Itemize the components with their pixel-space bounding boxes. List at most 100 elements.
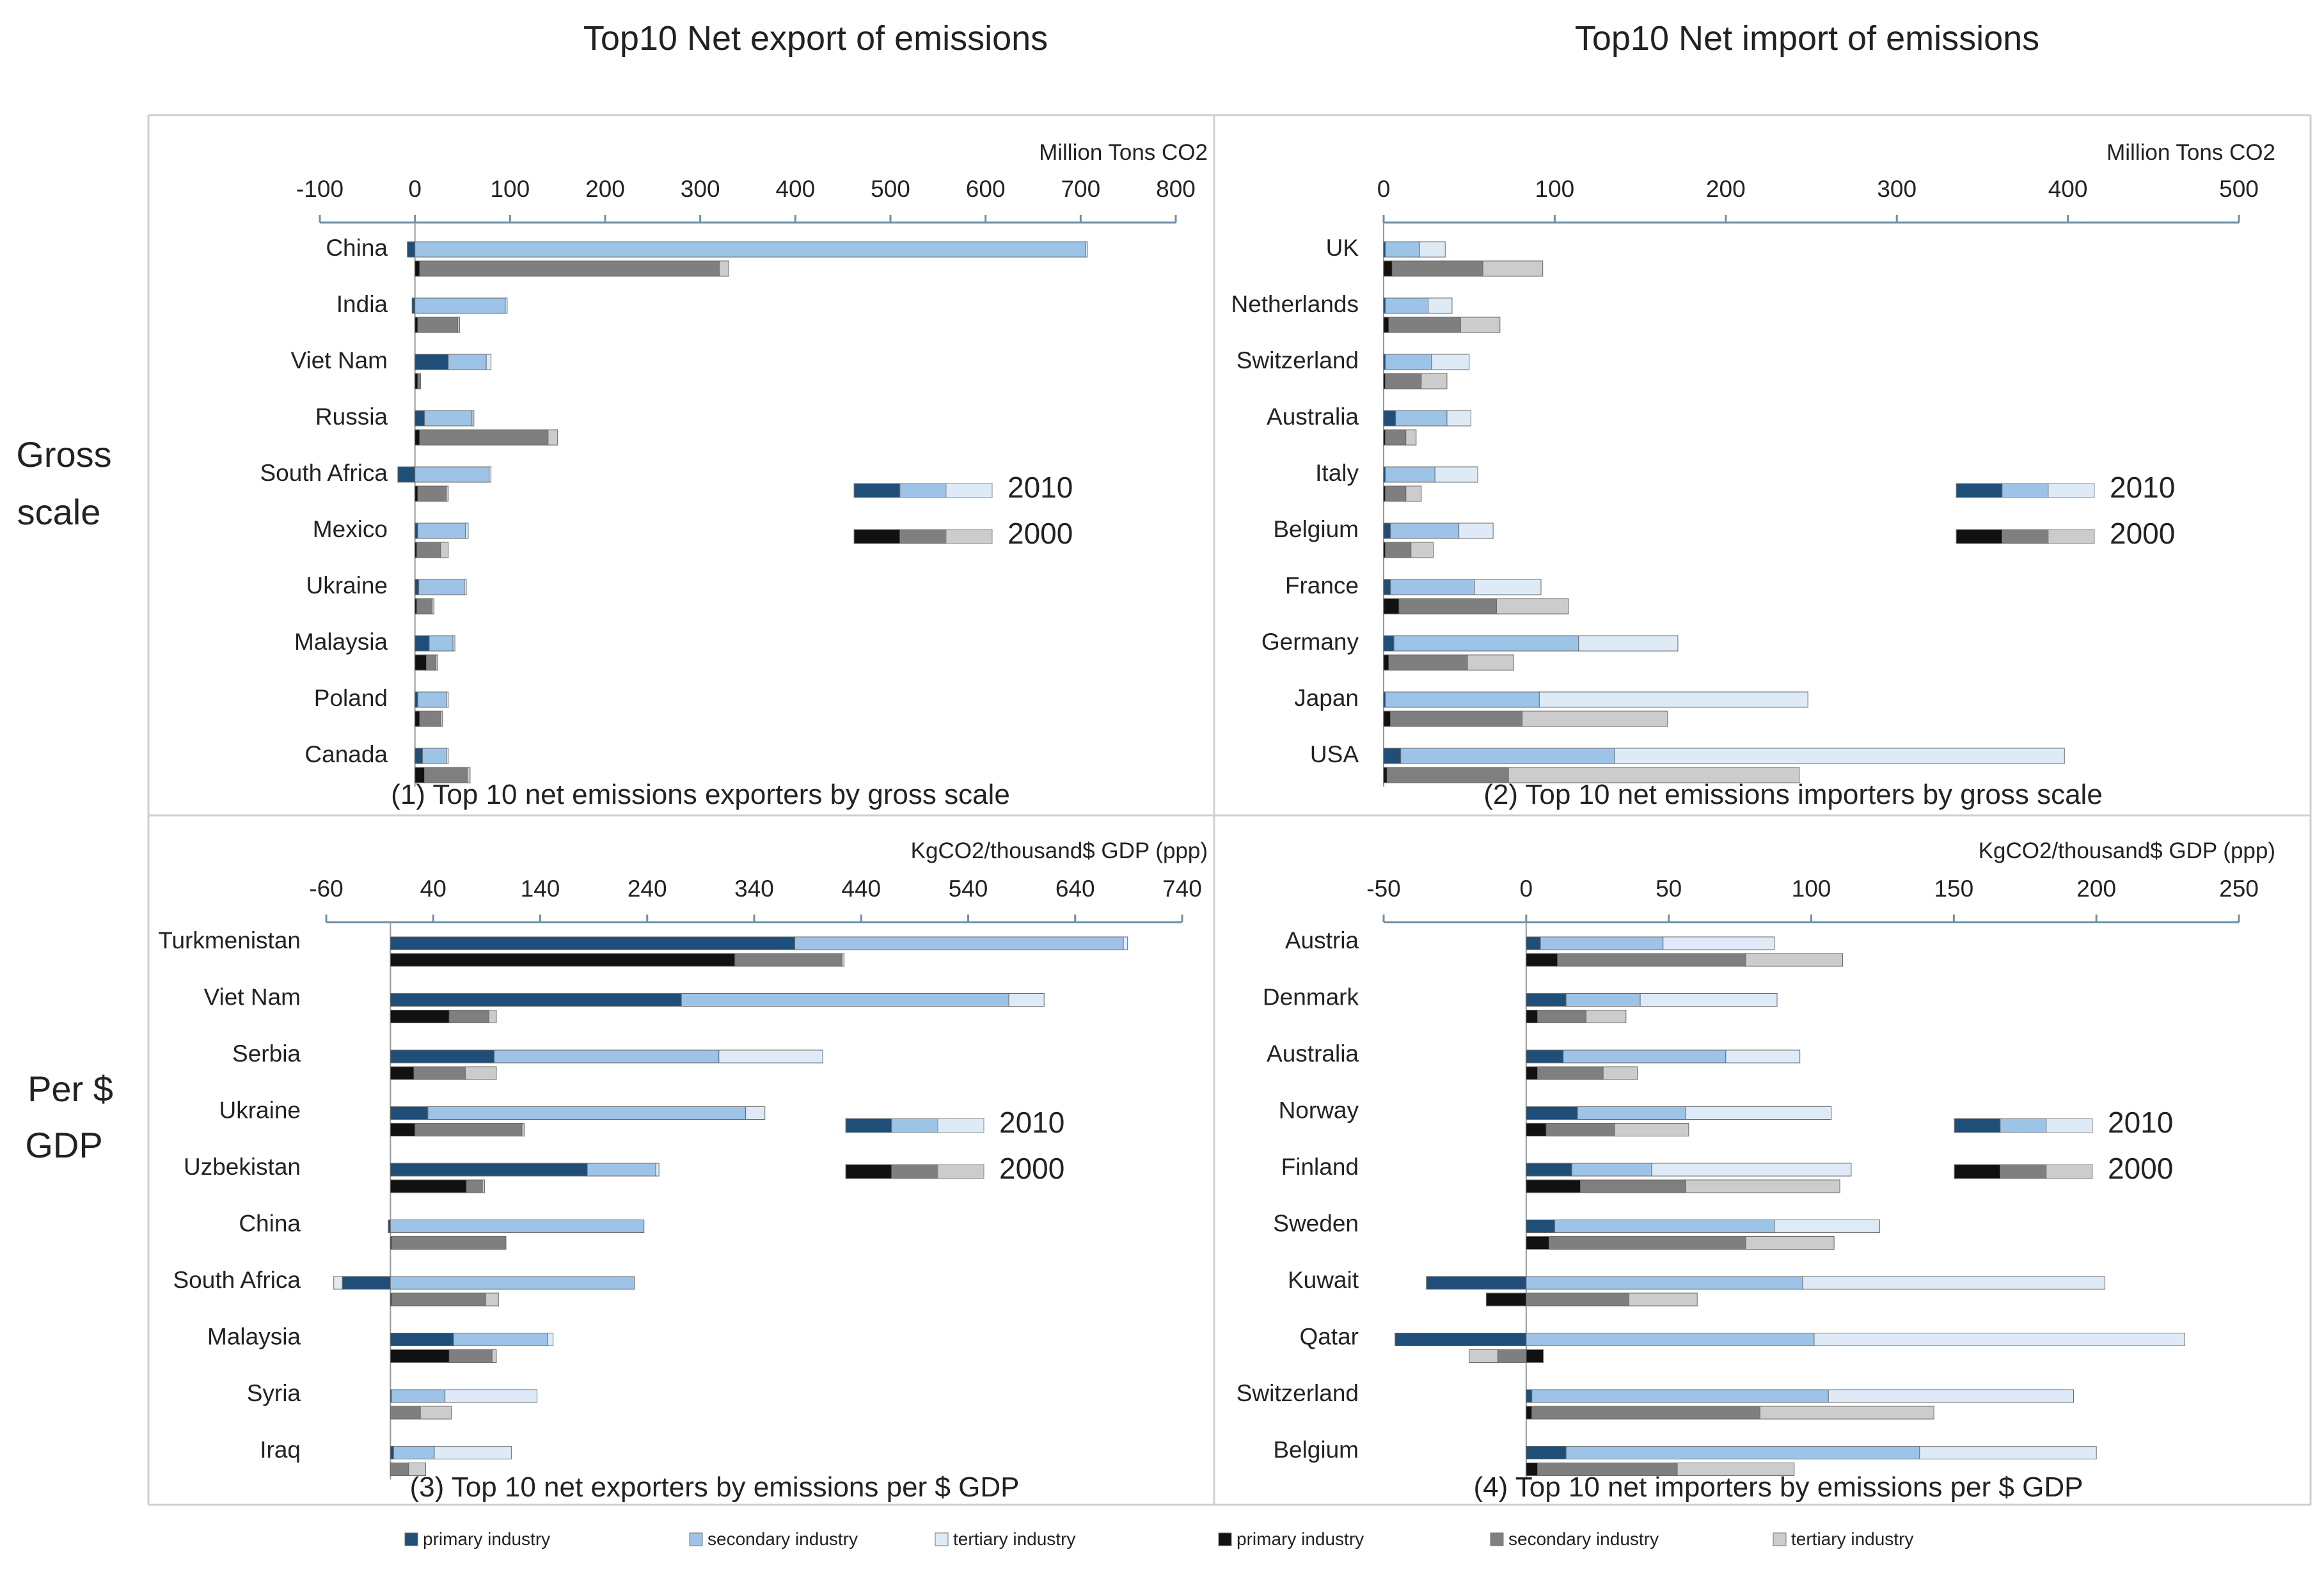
legend-swatch-2010-tertiary xyxy=(937,1118,984,1133)
bar-viet-nam-2000-secondary xyxy=(448,1010,489,1023)
category-label-finland: Finland xyxy=(1281,1154,1359,1180)
bar-south-africa-2010-tertiary xyxy=(489,466,492,483)
category-label-south-africa: South Africa xyxy=(260,460,388,486)
bar-switzerland-2000-secondary xyxy=(1385,373,1422,389)
bottom-legend-swatch-2000-secondary xyxy=(1490,1532,1504,1546)
bar-switzerland-2010-secondary xyxy=(1531,1389,1829,1403)
bar-qatar-2010-secondary xyxy=(1526,1333,1815,1346)
bar-iraq-2010-tertiary xyxy=(434,1446,512,1459)
bar-india-2010-secondary xyxy=(415,297,506,314)
panel-title: (4) Top 10 net importers by emissions pe… xyxy=(1474,1472,2083,1503)
bar-usa-2000-tertiary xyxy=(1508,767,1800,783)
bar-malaysia-2000-tertiary xyxy=(435,654,438,671)
legend-swatch-2010-secondary xyxy=(891,1118,938,1133)
bar-malaysia-2010-primary xyxy=(390,1333,454,1346)
unit-label: Million Tons CO2 xyxy=(1039,140,1208,165)
bar-belgium-2010-tertiary xyxy=(1458,522,1494,539)
row-label-gdp-line2: GDP xyxy=(25,1125,102,1165)
bar-russia-2000-primary xyxy=(415,429,420,446)
category-label-mexico: Mexico xyxy=(313,516,388,542)
bar-italy-2010-secondary xyxy=(1385,466,1435,483)
bar-ukraine-2010-secondary xyxy=(418,579,465,595)
legend-year-2000: 2000 xyxy=(999,1152,1064,1185)
legend-swatch-2010-secondary xyxy=(2002,483,2049,498)
category-label-russia: Russia xyxy=(315,404,388,430)
bar-china-2010-tertiary xyxy=(1085,241,1088,258)
bar-russia-2000-tertiary xyxy=(548,429,558,446)
bar-sweden-2000-primary xyxy=(1526,1236,1549,1250)
bar-viet-nam-2000-secondary xyxy=(417,373,422,389)
x-tick-label: 440 xyxy=(841,875,881,902)
x-tick-label: 500 xyxy=(2219,176,2259,202)
panel-title: (3) Top 10 net exporters by emissions pe… xyxy=(410,1472,1020,1503)
category-label-india: India xyxy=(336,291,388,317)
category-label-australia: Australia xyxy=(1267,1040,1359,1067)
bar-turkmenistan-2000-secondary xyxy=(734,953,842,967)
category-label-belgium: Belgium xyxy=(1273,1437,1359,1463)
bar-china-2010-primary xyxy=(407,241,416,258)
bar-uk-2000-tertiary xyxy=(1482,260,1544,277)
bar-germany-2010-secondary xyxy=(1393,635,1579,652)
bar-netherlands-2000-primary xyxy=(1383,317,1389,333)
column-title-import: Top10 Net import of emissions xyxy=(1575,19,2039,58)
bar-poland-2000-tertiary xyxy=(440,710,443,727)
bar-germany-2010-primary xyxy=(1383,635,1395,652)
bar-canada-2000-tertiary xyxy=(466,767,471,783)
bar-viet-nam-2000-primary xyxy=(415,373,418,389)
legend-year-2000: 2000 xyxy=(1008,517,1073,550)
x-tick-label: 300 xyxy=(681,176,720,202)
category-label-iraq: Iraq xyxy=(260,1437,301,1463)
x-tick-label: -100 xyxy=(296,176,344,202)
bar-uzbekistan-2000-primary xyxy=(390,1179,467,1193)
x-tick-label: 600 xyxy=(966,176,1006,202)
bar-norway-2010-tertiary xyxy=(1685,1106,1832,1120)
bar-france-2000-primary xyxy=(1383,598,1400,615)
bar-turkmenistan-2010-tertiary xyxy=(1123,936,1128,950)
category-label-viet-nam: Viet Nam xyxy=(204,984,301,1010)
bar-turkmenistan-2000-primary xyxy=(390,953,736,967)
bar-japan-2010-secondary xyxy=(1385,691,1540,708)
bar-finland-2010-tertiary xyxy=(1651,1163,1852,1177)
bar-syria-2000-secondary xyxy=(390,1406,421,1420)
legend-swatch-2010-primary xyxy=(1954,1118,2001,1133)
bar-australia-2010-secondary xyxy=(1563,1049,1727,1064)
bar-kuwait-2010-primary xyxy=(1426,1276,1527,1290)
bar-germany-2000-primary xyxy=(1383,654,1389,671)
bar-uk-2000-primary xyxy=(1383,260,1393,277)
bar-qatar-2010-primary xyxy=(1395,1333,1527,1346)
bar-ukraine-2010-secondary xyxy=(427,1106,747,1120)
legend-swatch-2000-primary xyxy=(853,529,901,544)
bottom-legend-label-2000-secondary: secondary industry xyxy=(1508,1529,1659,1549)
category-label-turkmenistan: Turkmenistan xyxy=(158,927,301,954)
bar-india-2010-primary xyxy=(411,297,416,314)
panel-title: (1) Top 10 net emissions exporters by gr… xyxy=(391,779,1010,810)
bar-australia-2010-primary xyxy=(1383,410,1396,427)
bar-switzerland-2000-tertiary xyxy=(1759,1406,1934,1420)
row-label-gdp-line1: Per $ xyxy=(28,1069,113,1109)
bar-belgium-2000-tertiary xyxy=(1411,542,1434,558)
x-tick-label: 540 xyxy=(949,875,988,902)
bar-netherlands-2010-tertiary xyxy=(1428,297,1453,314)
bar-viet-nam-2000-primary xyxy=(390,1010,450,1023)
bar-uk-2010-tertiary xyxy=(1419,241,1446,258)
bar-italy-2000-secondary xyxy=(1385,485,1407,502)
category-label-usa: USA xyxy=(1310,741,1359,767)
bottom-legend-label-2000-tertiary: tertiary industry xyxy=(1791,1529,1913,1549)
bar-denmark-2000-secondary xyxy=(1537,1010,1586,1023)
category-label-germany: Germany xyxy=(1261,629,1359,655)
bar-finland-2010-primary xyxy=(1526,1163,1572,1177)
bar-norway-2000-tertiary xyxy=(1614,1123,1689,1136)
bar-uzbekistan-2000-tertiary xyxy=(482,1179,486,1193)
bar-serbia-2000-primary xyxy=(390,1066,415,1080)
legend-swatch-2000-secondary xyxy=(2000,1164,2047,1179)
bar-denmark-2010-tertiary xyxy=(1640,993,1778,1007)
bar-belgium-2010-secondary xyxy=(1390,522,1460,539)
bar-italy-2010-tertiary xyxy=(1434,466,1478,483)
bar-qatar-2000-secondary xyxy=(1497,1349,1527,1363)
bar-finland-2010-secondary xyxy=(1571,1163,1652,1177)
legend-swatch-2010-primary xyxy=(853,483,901,498)
row-label-gross-line1: Gross xyxy=(16,434,111,475)
bar-switzerland-2000-secondary xyxy=(1531,1406,1760,1420)
bar-sweden-2010-secondary xyxy=(1554,1220,1775,1233)
bar-denmark-2000-tertiary xyxy=(1585,1010,1627,1023)
